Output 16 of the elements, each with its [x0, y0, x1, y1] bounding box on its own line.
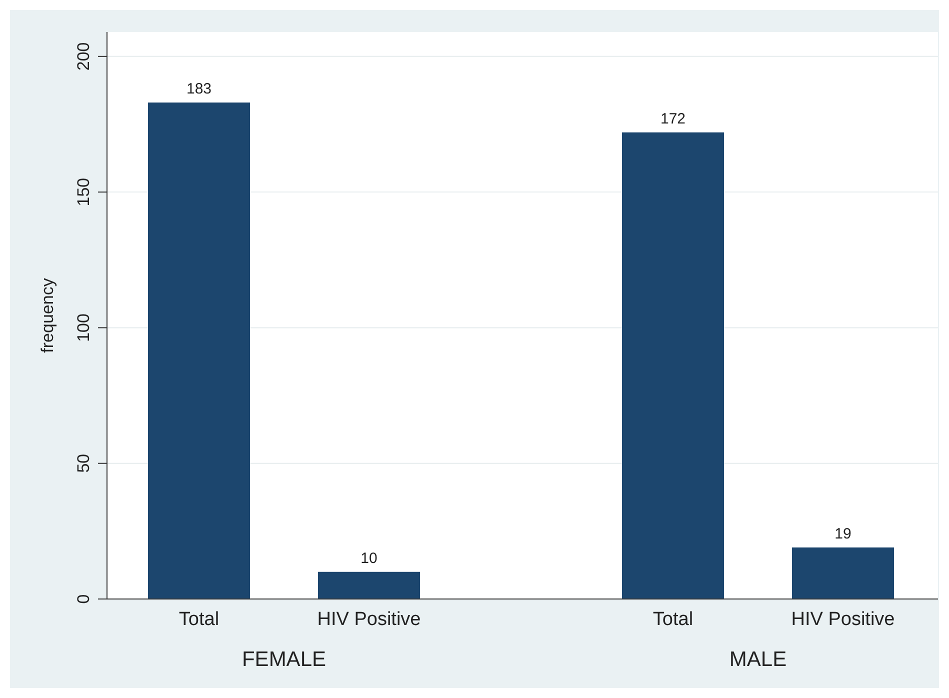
y-tick-label: 100 — [74, 314, 93, 342]
data-label: 172 — [660, 110, 686, 128]
data-label: 19 — [834, 525, 852, 542]
x-tick-label: Total — [178, 609, 220, 630]
text: FEMALE — [242, 648, 326, 671]
y-tick-label: 0 — [74, 594, 93, 604]
data-label: 183 — [186, 80, 212, 98]
text: MALE — [729, 648, 787, 671]
y-axis-title: frequency — [38, 278, 57, 353]
x-tick-label: Total — [652, 609, 694, 630]
x-tick-label: HIV Positive — [317, 609, 421, 630]
y-tick-label: 50 — [74, 454, 93, 473]
y-tick-label: 200 — [74, 42, 93, 71]
x-tick-label: HIV Positive — [791, 609, 895, 630]
y-tick-label: 150 — [74, 178, 93, 206]
data-label: 10 — [360, 550, 378, 567]
